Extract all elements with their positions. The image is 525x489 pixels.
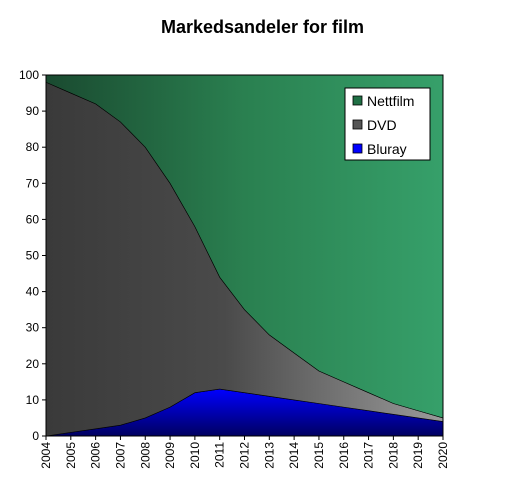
x-tick-label: 2013 xyxy=(262,442,276,469)
x-tick-label: 2019 xyxy=(411,442,425,469)
x-tick-label: 2008 xyxy=(138,442,152,469)
x-tick-label: 2004 xyxy=(39,442,53,469)
legend-swatch-dvd xyxy=(352,119,363,130)
x-tick-label: 2017 xyxy=(362,442,376,469)
x-tick-label: 2018 xyxy=(386,442,400,469)
y-tick-label: 0 xyxy=(32,429,39,443)
y-tick-label: 100 xyxy=(19,68,39,82)
y-tick-label: 40 xyxy=(26,285,40,299)
x-tick-label: 2009 xyxy=(163,442,177,469)
legend-label-bluray: Bluray xyxy=(367,141,407,157)
y-tick-label: 30 xyxy=(26,321,40,335)
y-tick-label: 50 xyxy=(26,249,40,263)
y-tick-label: 70 xyxy=(26,176,40,190)
x-tick-label: 2014 xyxy=(287,442,301,469)
y-tick-label: 10 xyxy=(26,393,40,407)
x-tick-label: 2006 xyxy=(89,442,103,469)
chart-title: Markedsandeler for film xyxy=(160,17,365,37)
x-tick-label: 2020 xyxy=(436,442,450,469)
legend-swatch-nettfilm xyxy=(352,95,363,106)
x-tick-label: 2015 xyxy=(312,442,326,469)
x-tick-label: 2011 xyxy=(213,442,227,468)
legend-label-dvd: DVD xyxy=(367,117,397,133)
x-tick-label: 2005 xyxy=(64,442,78,469)
y-tick-label: 20 xyxy=(26,357,40,371)
x-tick-label: 2016 xyxy=(337,442,351,469)
x-tick-label: 2012 xyxy=(238,442,252,469)
y-tick-label: 80 xyxy=(26,140,40,154)
y-tick-label: 90 xyxy=(26,104,40,118)
x-tick-label: 2010 xyxy=(188,442,202,469)
y-tick-label: 60 xyxy=(26,212,40,226)
x-tick-label: 2007 xyxy=(113,442,127,469)
legend-swatch-bluray xyxy=(352,143,363,154)
legend-label-nettfilm: Nettfilm xyxy=(367,93,414,109)
